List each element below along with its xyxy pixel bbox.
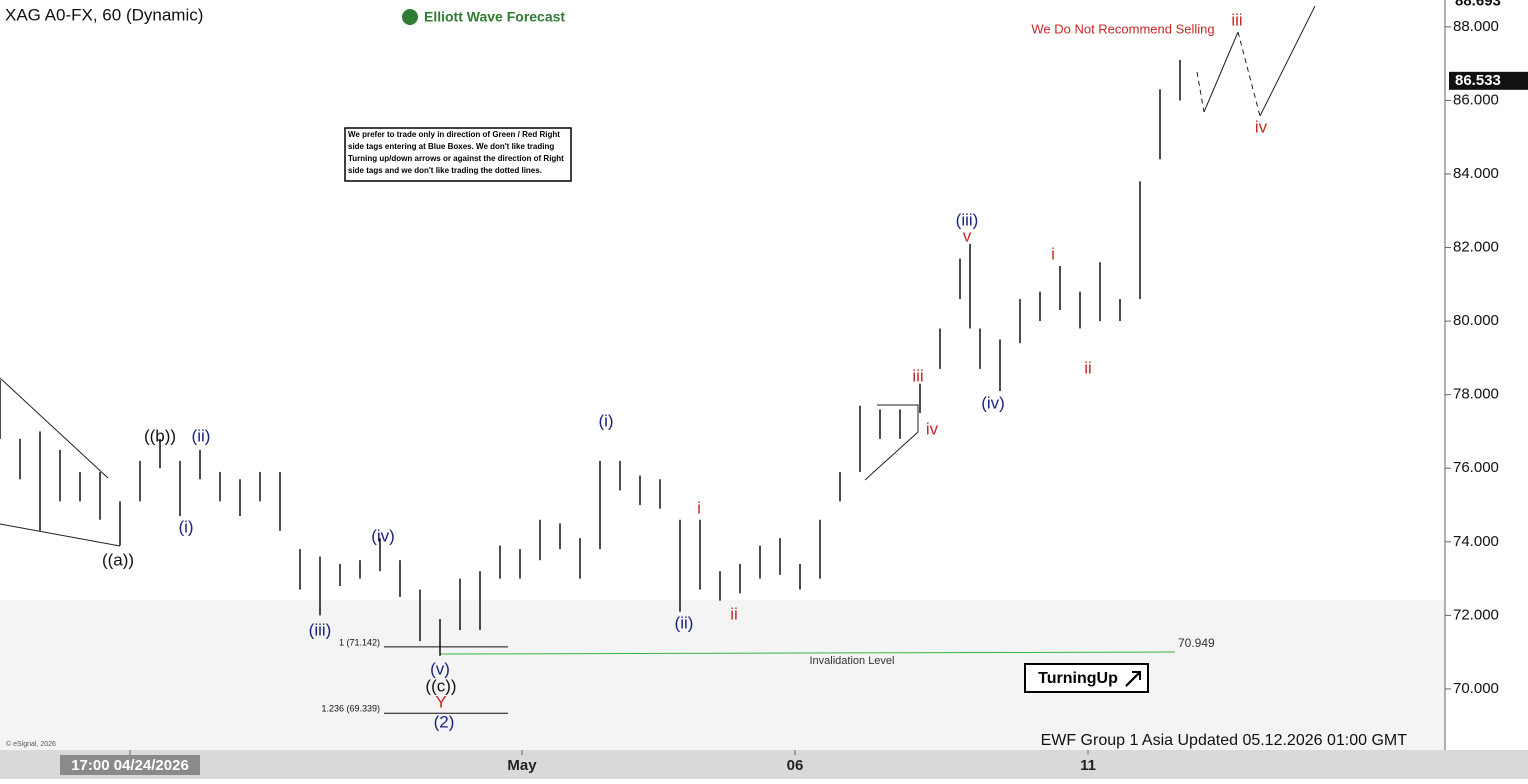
wave-label: (i) — [178, 517, 193, 536]
footer: EWF Group 1 Asia Updated 05.12.2026 01:0… — [1041, 732, 1408, 749]
wave-label: (iii) — [309, 620, 332, 639]
y-tick-label: 70.000 — [1453, 680, 1499, 697]
note-line: side tags entering at Blue Boxes. We don… — [348, 142, 554, 151]
projection — [1203, 31, 1239, 113]
invalidation-value: 70.949 — [1178, 636, 1215, 650]
wave-label: (ii) — [675, 613, 694, 632]
wave-label: (v) — [430, 659, 450, 678]
x-tick-label: 11 — [1080, 757, 1096, 774]
wave-label: Y — [435, 692, 446, 711]
wave-label: (2) — [434, 712, 455, 731]
logo-icon — [402, 9, 418, 25]
wave-label: ii — [730, 604, 738, 623]
bottom-shade — [0, 600, 1445, 750]
triangle-line — [864, 404, 919, 481]
wedge-line — [0, 523, 121, 547]
invalidation-label: Invalidation Level — [809, 655, 894, 667]
note-line: side tags and we don't like trading the … — [348, 166, 542, 175]
wave-label: (iv) — [371, 526, 395, 545]
logo: Elliott Wave Forecast — [424, 9, 565, 25]
invalidation-line — [439, 651, 1176, 655]
x-tick-label-bg — [60, 755, 200, 775]
y-tick-label: 80.000 — [1453, 312, 1499, 329]
price-tag: 86.533 — [1455, 72, 1501, 89]
wave-label: (iv) — [981, 393, 1005, 412]
y-tick-label: 74.000 — [1453, 533, 1499, 550]
note-box — [344, 127, 572, 182]
wave-label: ii — [1084, 358, 1092, 377]
warning: We Do Not Recommend Selling — [1031, 21, 1214, 36]
y-tick-label: 86.000 — [1453, 91, 1499, 108]
signal-box — [1024, 663, 1149, 693]
chart-title: XAG A0-FX, 60 (Dynamic) — [5, 5, 203, 24]
signal: TurningUp — [1038, 670, 1118, 687]
wave-label: iv — [1255, 117, 1268, 136]
wave-label: ((a)) — [102, 550, 134, 569]
y-tick-label: 84.000 — [1453, 165, 1499, 182]
y-tick-label: 82.000 — [1453, 239, 1499, 256]
fib-label: 1.236 (69.339) — [321, 704, 380, 714]
wave-label: (iii) — [956, 210, 979, 229]
signal-arrow — [1125, 671, 1141, 687]
wave-label: (ii) — [192, 426, 211, 445]
fib-label: 1 (71.142) — [339, 637, 380, 647]
price-tag-bg — [1449, 0, 1528, 11]
wave-label: i — [697, 498, 701, 517]
x-tick-label: 17:00 04/24/2026 — [71, 757, 189, 774]
wedge-line — [0, 377, 109, 479]
x-axis-band — [0, 750, 1528, 779]
projection — [1196, 71, 1205, 113]
wave-label: i — [1051, 244, 1055, 263]
y-tick-label: 76.000 — [1453, 459, 1499, 476]
wave-label: (i) — [598, 411, 613, 430]
y-tick-label: 78.000 — [1453, 386, 1499, 403]
projection — [1237, 31, 1261, 117]
y-tick-label: 72.000 — [1453, 606, 1499, 623]
wave-label: v — [963, 226, 972, 245]
x-tick-label: May — [507, 757, 537, 774]
price-tag: 88.693 — [1455, 0, 1501, 9]
wave-label: iv — [926, 419, 939, 438]
note-line: Turning up/down arrows or against the di… — [348, 154, 564, 163]
copyright: © eSignal, 2026 — [6, 740, 56, 748]
wave-label: ((c)) — [425, 676, 456, 695]
note-line: We prefer to trade only in direction of … — [348, 130, 560, 139]
projection — [1259, 5, 1316, 117]
x-tick-label: 06 — [787, 757, 804, 774]
wave-label: iii — [1231, 10, 1242, 29]
wave-label: iii — [912, 366, 923, 385]
wave-label: ((b)) — [144, 426, 176, 445]
price-tag-bg — [1449, 71, 1528, 90]
y-tick-label: 88.000 — [1453, 18, 1499, 35]
